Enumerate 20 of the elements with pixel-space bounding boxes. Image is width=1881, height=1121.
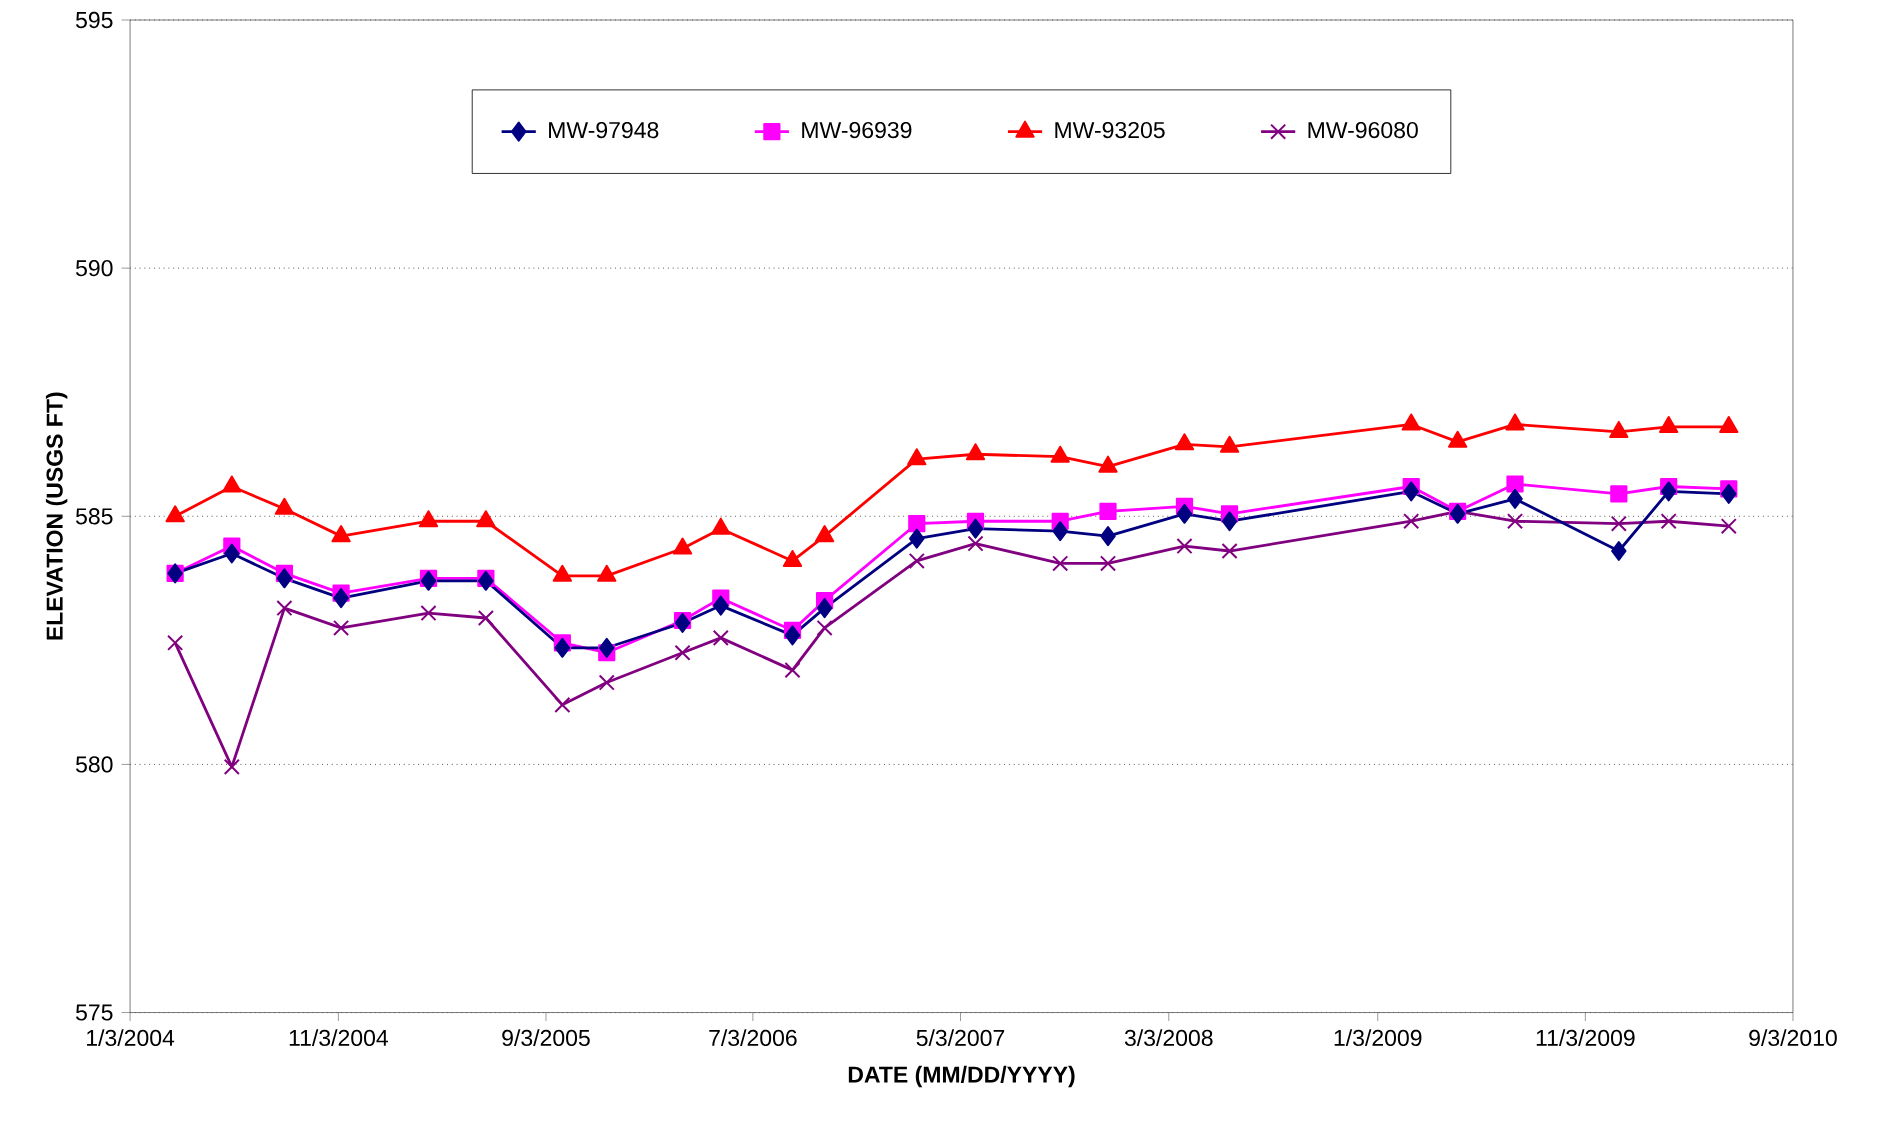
legend-label: MW-93205 — [1055, 122, 1165, 139]
x-tick-label: 11/3/2004 — [289, 1029, 388, 1047]
x-tick-label: 1/3/2004 — [87, 1029, 175, 1047]
x-tick-label: 11/3/2009 — [1536, 1029, 1635, 1047]
x-tick-label: 5/3/2007 — [916, 1029, 1005, 1047]
legend-label: MW-97948 — [549, 122, 659, 139]
y-tick-label: 580 — [75, 756, 113, 773]
legend-label: MW-96939 — [802, 122, 912, 139]
x-tick-label: 3/3/2008 — [1124, 1029, 1213, 1047]
y-tick-label: 585 — [75, 508, 113, 525]
y-axis-title: ELEVATION (USGS FT) — [45, 392, 68, 640]
x-tick-label: 9/3/2010 — [1749, 1029, 1837, 1047]
x-tick-label: 1/3/2009 — [1334, 1029, 1422, 1047]
y-tick-label: 595 — [75, 12, 113, 29]
x-axis-title: DATE (MM/DD/YYYY) — [848, 1066, 1075, 1088]
y-tick-label: 575 — [75, 1004, 113, 1021]
x-tick-label: 9/3/2005 — [502, 1029, 590, 1047]
x-tick-label: 7/3/2006 — [709, 1029, 797, 1047]
y-tick-label: 590 — [75, 260, 113, 277]
legend-label: MW-96080 — [1308, 122, 1418, 139]
